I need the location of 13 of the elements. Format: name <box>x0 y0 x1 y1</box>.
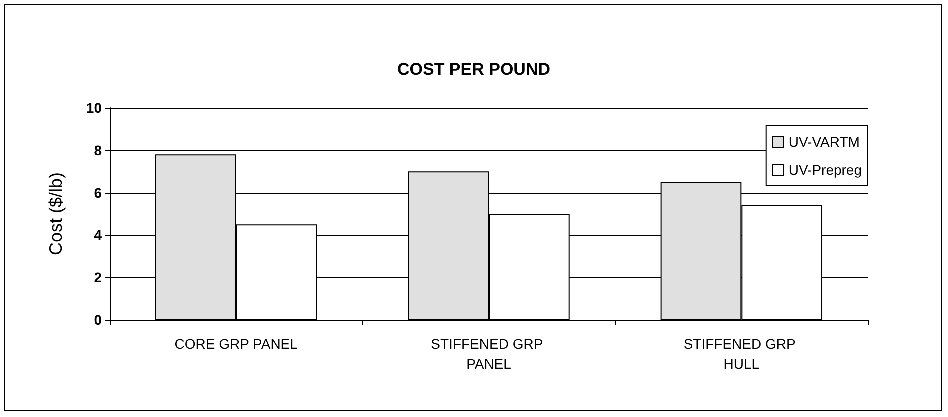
y-tick-label: 4 <box>94 227 102 244</box>
y-tick-label: 6 <box>94 184 102 201</box>
y-tick-label: 10 <box>86 100 102 116</box>
chart-title: COST PER POUND <box>397 60 551 79</box>
x-tick-label: STIFFENED GRP HULL <box>684 336 800 372</box>
x-tick-label: STIFFENED GRP PANEL <box>431 336 547 372</box>
y-tick-label: 0 <box>94 312 102 328</box>
legend-label: UV-VARTM <box>788 134 860 150</box>
y-tick-label: 8 <box>94 142 102 158</box>
x-tick-label: CORE GRP PANEL <box>174 336 298 352</box>
y-tick-label: 2 <box>94 270 102 286</box>
y-axis-title: Cost ($/lb) <box>46 172 66 256</box>
legend-label: UV-Prepreg <box>788 162 862 178</box>
